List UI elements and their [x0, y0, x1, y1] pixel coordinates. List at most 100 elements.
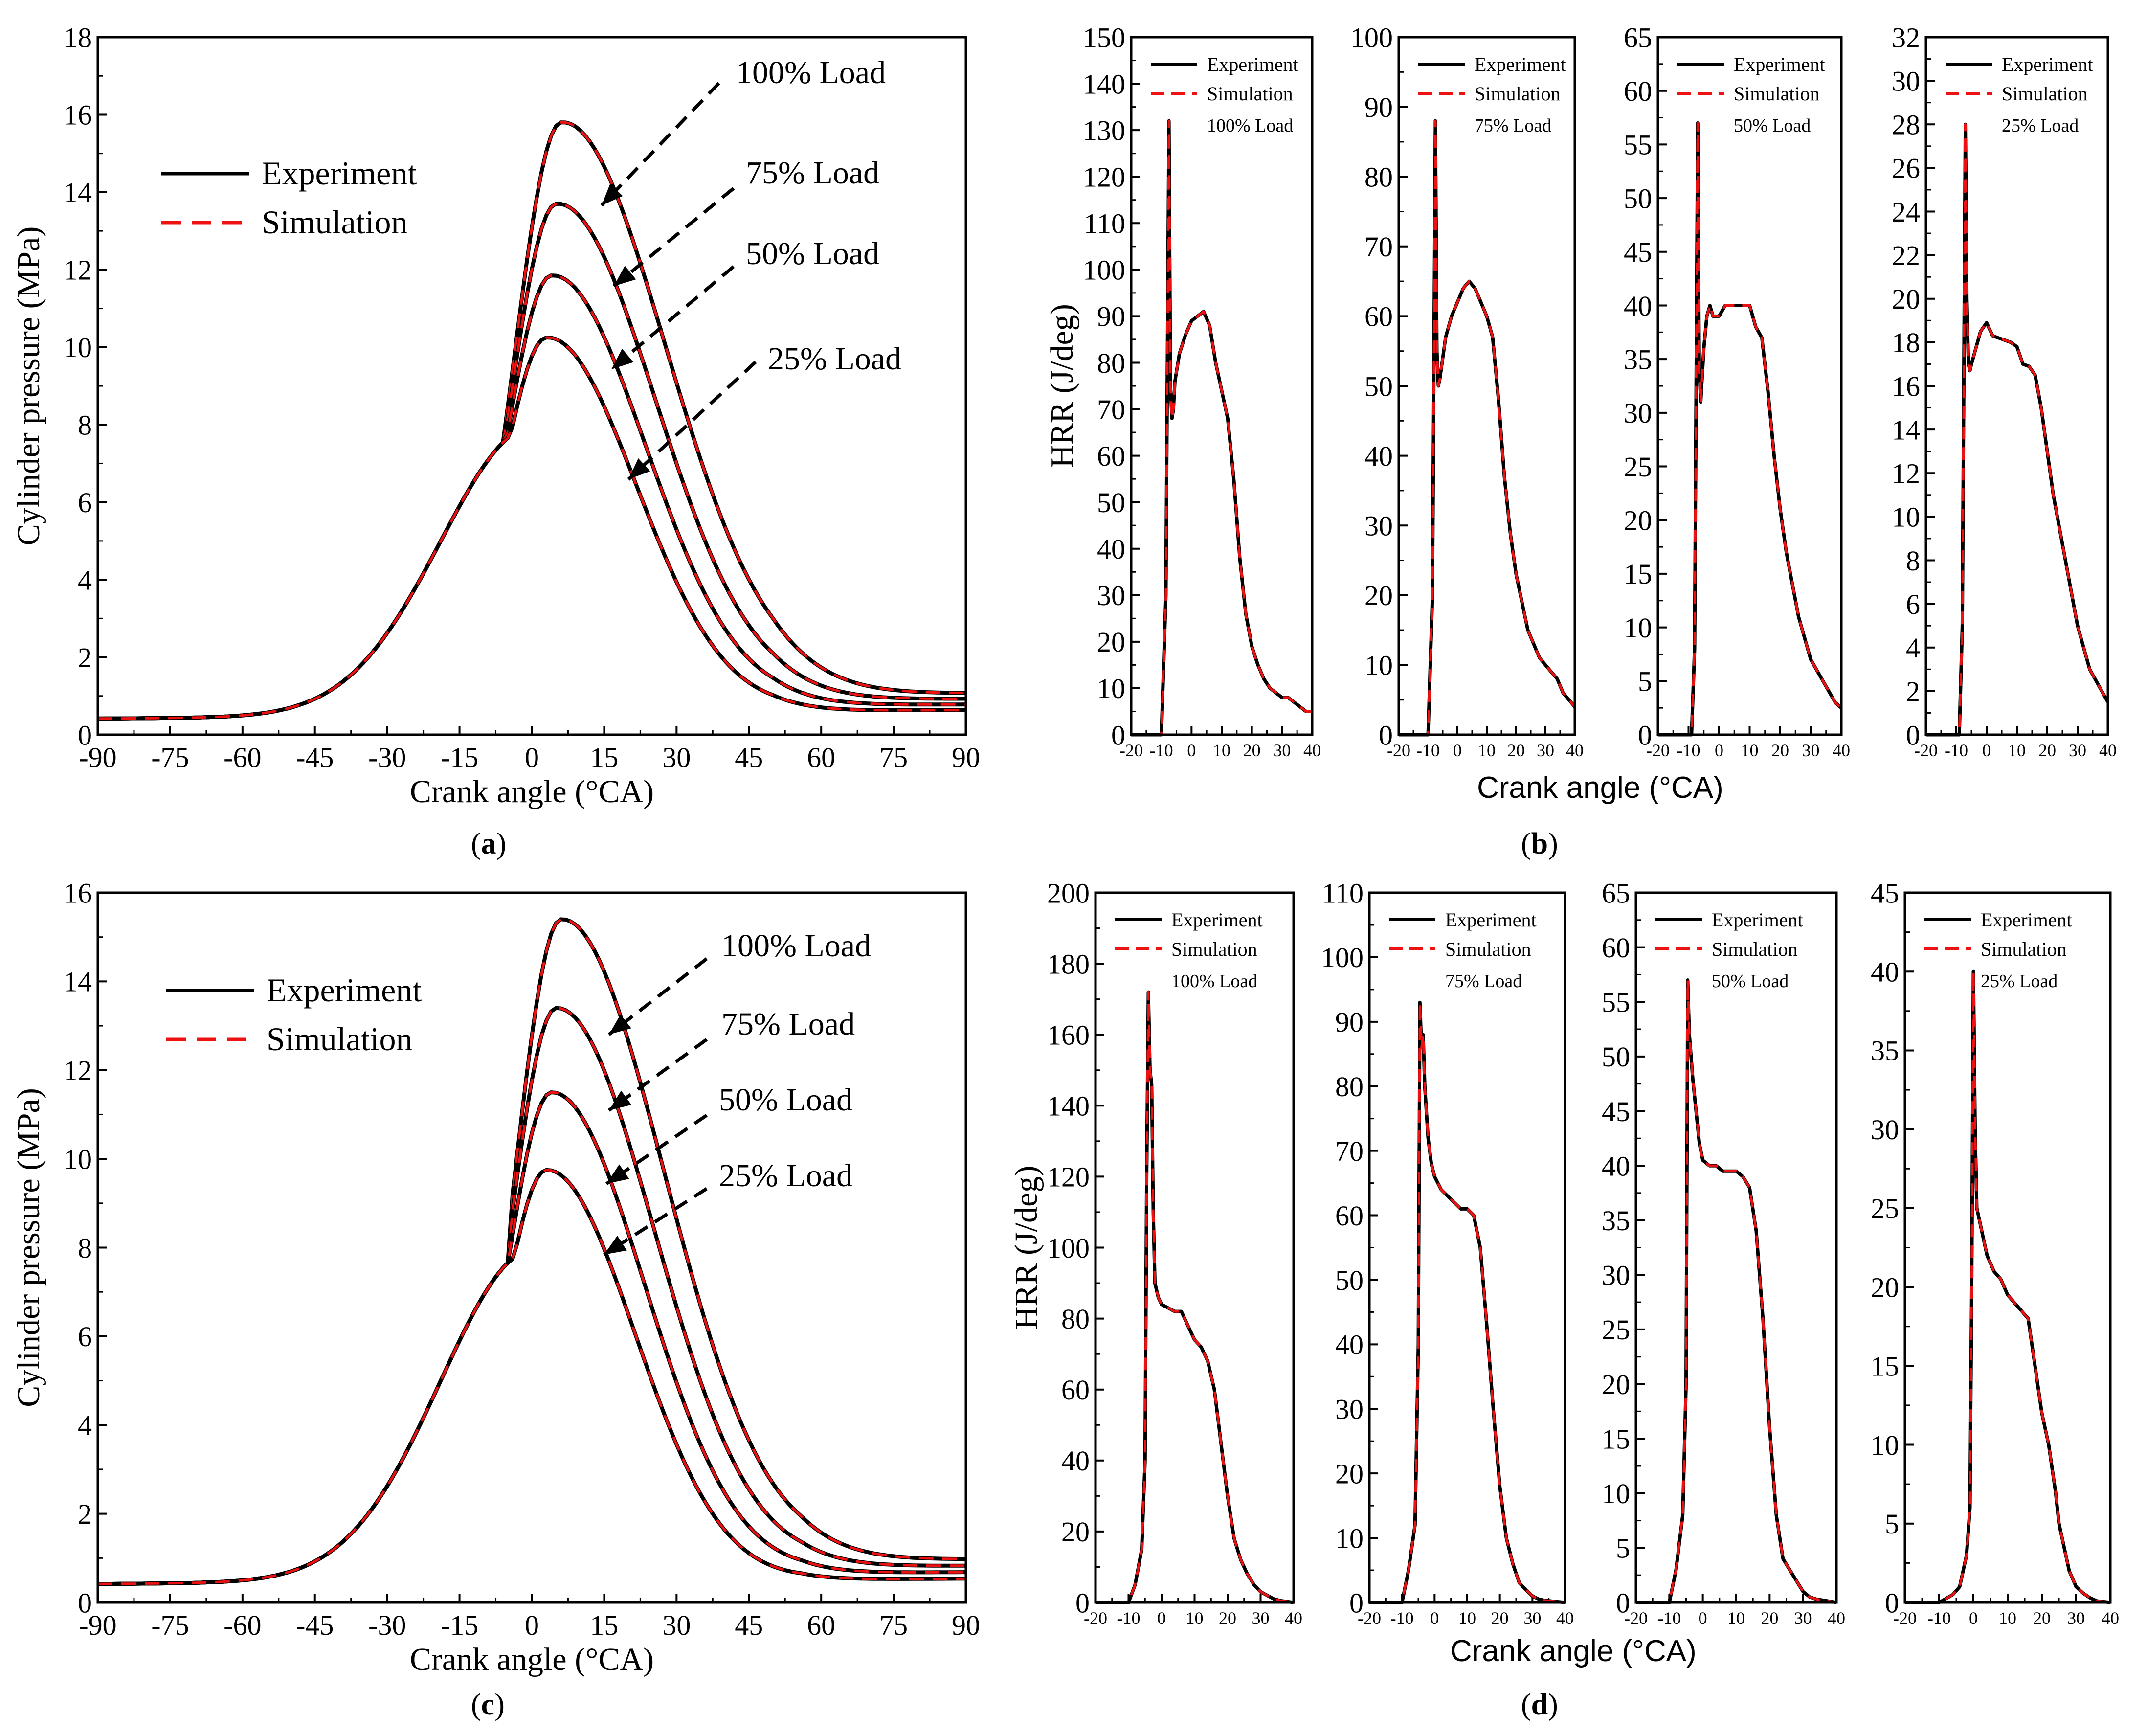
legend-simulation-label: Simulation — [2002, 83, 2088, 105]
x-tick-label: 30 — [662, 742, 691, 773]
legend-experiment-label: Experiment — [1981, 909, 2072, 931]
x-tick-label: 40 — [2099, 741, 2117, 760]
simulation-line — [1369, 1001, 1566, 1604]
panel-d2: -20 -10 0 10 20 30 40 0 10 20 30 40 50 60 70 80 90 100 110… — [1321, 877, 1574, 1628]
annotation-3: 50% Load — [746, 236, 879, 271]
x-tick-label: 20 — [1507, 741, 1525, 760]
legend-simulation-label: Simulation — [1207, 83, 1293, 105]
y-tick-label: 60 — [1624, 75, 1652, 107]
y-tick-label: 10 — [1335, 1522, 1364, 1554]
load-annotation: 75% Load — [1475, 115, 1551, 136]
y-tick-label: 20 — [1624, 505, 1652, 537]
x-tick-label: 60 — [807, 742, 835, 773]
legend-simulation-label: Simulation — [1475, 83, 1561, 105]
x-tick-label: 40 — [1828, 1608, 1845, 1628]
load-annotation: 100% Load — [1207, 115, 1293, 136]
x-tick-label: 15 — [590, 1609, 618, 1641]
legend-experiment-label: Experiment — [1445, 909, 1537, 931]
legend-experiment-label: Experiment — [1475, 53, 1566, 75]
x-tick-label: 45 — [735, 1609, 763, 1641]
experiment-line-4 — [98, 1168, 966, 1586]
panel-b1: -20 -10 0 10 20 30 40 0 10 20 30 40 50 60 70 80 90 100 110… — [1044, 22, 1321, 760]
y-tick-label: 4 — [1906, 632, 1920, 664]
panel-b2: -20 -10 0 10 20 30 40 0 10 20 30 40 50 60 70 80 90 100 Exp… — [1350, 22, 1584, 760]
x-tick-label: -60 — [224, 742, 261, 773]
panel-d1-frame — [1094, 891, 1295, 1604]
y-tick-label: 40 — [1097, 533, 1125, 565]
y-tick-label: 16 — [1892, 370, 1920, 402]
x-tick-label: -10 — [1927, 1608, 1951, 1628]
y-tick-label: 10 — [64, 1143, 92, 1175]
experiment-line — [1369, 1000, 1566, 1604]
annotation-1: 100% Load — [721, 928, 871, 964]
y-tick-label: 30 — [1335, 1394, 1364, 1425]
y-tick-label: 35 — [1624, 343, 1652, 375]
y-tick-label: 35 — [1602, 1205, 1630, 1237]
x-tick-label: 90 — [952, 1609, 980, 1641]
experiment-line-4 — [98, 335, 966, 721]
y-tick-label: 90 — [1335, 1006, 1364, 1038]
y-tick-label: 120 — [1047, 1161, 1090, 1193]
y-tick-label: 140 — [1047, 1090, 1090, 1122]
y-tick-label: 40 — [1871, 956, 1899, 988]
y-tick-label: 180 — [1047, 948, 1090, 980]
experiment-line — [1905, 969, 2111, 1604]
y-tick-label: 8 — [78, 1232, 92, 1264]
annotation-arrowhead-2 — [614, 266, 636, 286]
x-tick-label: 30 — [1523, 1608, 1541, 1628]
x-tick-label: -10 — [1117, 1608, 1141, 1628]
x-tick-label: 0 — [1699, 1608, 1707, 1628]
annotation-2: 75% Load — [721, 1006, 855, 1042]
x-tick-label: -20 — [1624, 1608, 1648, 1628]
x-tick-label: 10 — [1458, 1608, 1476, 1628]
y-tick-label: 20 — [1097, 626, 1125, 658]
y-axis-label: Cylinder pressure (MPa) — [11, 226, 46, 546]
caption-b-letter: b — [1531, 827, 1548, 860]
caption-c-letter: c — [481, 1688, 495, 1721]
y-tick-label: 90 — [1364, 91, 1393, 123]
y-tick-label: 80 — [1061, 1303, 1090, 1335]
y-tick-label: 40 — [1624, 290, 1652, 322]
simulation-line — [1636, 979, 1837, 1604]
caption-d: (d) — [1521, 1688, 1558, 1721]
load-annotation: 50% Load — [1734, 115, 1811, 136]
experiment-line-1 — [98, 120, 966, 721]
legend-simulation-label: Simulation — [262, 203, 407, 241]
x-tick-label: 0 — [1157, 1608, 1166, 1628]
panel-d1: -20 -10 0 10 20 30 40 0 20 40 60 80 100 120 140 160 180 2… — [1008, 877, 1302, 1628]
legend-experiment-label: Experiment — [267, 971, 422, 1009]
y-tick-label: 60 — [1097, 440, 1125, 472]
x-tick-label: 40 — [2102, 1608, 2119, 1628]
caption-c: (c) — [471, 1688, 505, 1721]
x-tick-label: 30 — [1802, 741, 1820, 760]
x-tick-label: 20 — [2033, 1608, 2051, 1628]
panel-a: -90 -75 -60 -45 -30 -15 0 15 30 45 60 75 90 0 2 4 6 8 10 12… — [11, 22, 980, 810]
y-tick-label: 80 — [1097, 347, 1125, 379]
annotation-arrowhead-1 — [602, 183, 623, 205]
annotation-arrowhead-1 — [609, 1014, 631, 1035]
y-tick-label: 130 — [1083, 114, 1125, 146]
simulation-line — [1926, 123, 2109, 736]
x-tick-label: -20 — [1084, 1608, 1107, 1628]
y-tick-label: 70 — [1335, 1135, 1364, 1167]
y-tick-label: 30 — [1602, 1260, 1630, 1291]
y-tick-label: 16 — [64, 99, 92, 131]
x-tick-label: 75 — [879, 742, 908, 773]
x-tick-label: -60 — [224, 1609, 261, 1641]
y-tick-label: 5 — [1885, 1508, 1899, 1540]
x-tick-label: 40 — [1566, 741, 1584, 760]
y-tick-label: 40 — [1364, 440, 1393, 472]
y-tick-label: 14 — [1892, 414, 1920, 446]
annotation-arrow-1 — [600, 82, 720, 207]
y-tick-label: 18 — [1892, 327, 1920, 359]
y-tick-label: 45 — [1871, 877, 1899, 909]
y-tick-label: 12 — [64, 1055, 92, 1086]
panel-b-shared-xlabel: Crank angle (°CA) — [1477, 771, 1723, 805]
x-tick-label: 30 — [1252, 1608, 1270, 1628]
x-tick-label: -20 — [1914, 741, 1938, 760]
y-tick-label: 8 — [1906, 545, 1920, 577]
legend-experiment-label: Experiment — [262, 155, 417, 192]
y-tick-label: 10 — [64, 332, 92, 363]
x-tick-label: 40 — [1285, 1608, 1302, 1628]
y-tick-label: 0 — [1885, 1587, 1899, 1619]
